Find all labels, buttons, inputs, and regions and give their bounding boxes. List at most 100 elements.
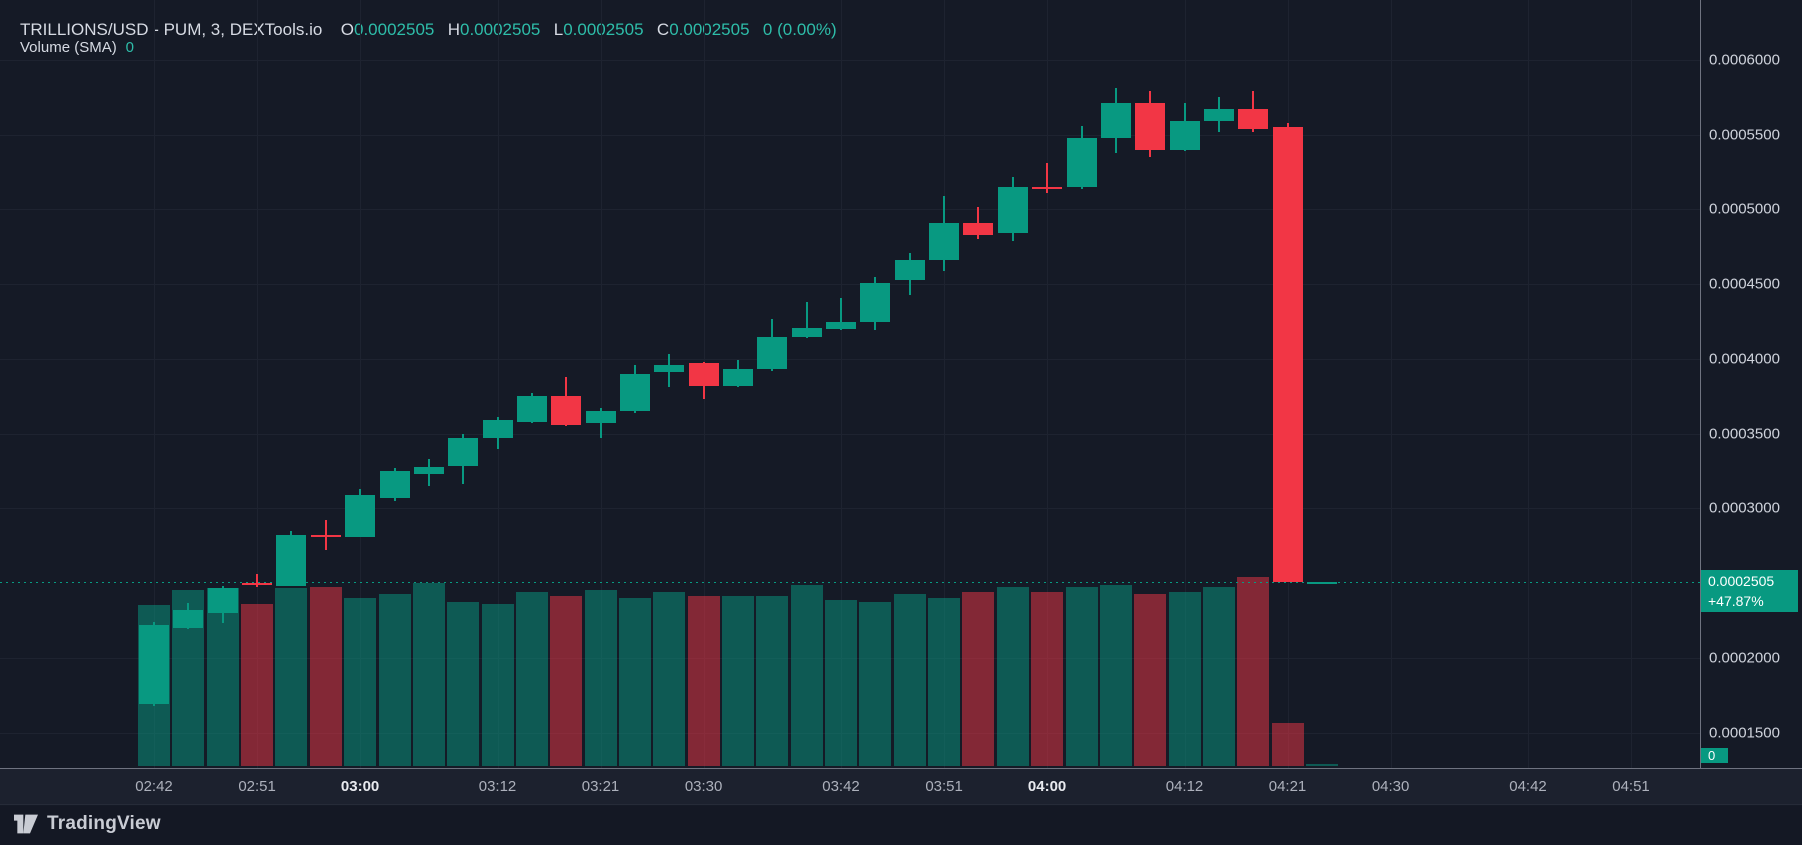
volume-bar [412,582,445,766]
candle-03:00 [345,494,376,537]
time-axis[interactable]: 02:42 02:51 03:00 03:12 03:21 03:30 03:42 03:51… [0,768,1802,805]
candle-03:21 [585,411,616,424]
change-value: 0 (0.00%) [762,20,837,39]
time-axis-label: 02:51 [238,778,276,795]
candle-02:54 [276,535,307,586]
candle-03:06 [413,466,444,474]
volume-bar [515,592,548,766]
volume-bar [859,601,892,766]
volume-bar [962,592,995,766]
volume-bar [1305,764,1338,766]
volume-bar [928,597,961,766]
time-axis-label: 04:00 [1027,778,1067,795]
candle-04:21 [1272,127,1303,583]
volume-bar [1237,577,1270,766]
candle-03:39 [791,327,822,337]
volume-bar [344,597,377,766]
time-axis-label: 03:21 [581,778,620,795]
candle-02:51 [242,583,273,585]
candle-wick [256,574,259,588]
vertical-gridline [1047,0,1049,768]
volume-bar [1031,592,1064,766]
volume-bar [722,595,754,766]
vertical-gridline [600,0,602,768]
candle-04:12 [1169,121,1200,150]
ohlc-low-label: L [553,20,564,39]
volume-label: Volume (SMA) [20,39,117,56]
volume-bar [1099,584,1132,766]
volume-bar [756,595,789,766]
tradingview-logo[interactable]: TradingView [14,813,161,835]
volume-bar [275,588,308,766]
volume-bar [1168,592,1201,766]
time-axis-label: 02:42 [135,778,173,795]
volume-bar [309,586,342,766]
horizontal-gridline [0,508,1700,510]
volume-bar [584,590,617,766]
price-axis-label: 0.0005500 [1709,126,1780,144]
candle-03:36 [757,336,788,370]
ohlc-close-value: 0.0002505 [669,20,750,39]
candle-04:24 [1306,582,1337,585]
vertical-gridline [1184,0,1186,768]
symbol-legend: TRILLIONS/USD - PUM, 3, DEXTools.io O0.0… [20,20,837,41]
vertical-gridline [360,0,362,768]
vertical-gridline [1631,0,1632,768]
horizontal-gridline [0,209,1700,211]
volume-bar [550,595,583,766]
badge-change: +47.87% [1708,593,1764,610]
price-axis[interactable]: 0.0006000 0.0005500 0.0005000 0.0004500 0.00… [1700,0,1802,768]
volume-bar [1271,722,1304,766]
price-axis-label: 0.0004500 [1709,275,1780,293]
vertical-gridline [1390,0,1392,768]
candle-03:15 [516,396,547,422]
price-axis-label: 0.0006000 [1709,51,1780,69]
volume-bar [893,594,926,766]
horizontal-gridline [0,433,1700,435]
candle-02:57 [310,535,341,538]
volume-bar [1065,586,1098,766]
candle-03:18 [551,396,582,425]
volume-bar [790,584,823,766]
volume-badge: 0 [1701,748,1728,763]
time-axis-label: 03:30 [684,778,723,795]
time-axis-label: 03:42 [822,778,860,795]
price-axis-label: 0.0004000 [1709,350,1780,368]
candle-04:15 [1203,109,1234,122]
horizontal-gridline [0,60,1700,61]
current-price-line [0,582,1700,584]
horizontal-gridline [0,134,1700,136]
vertical-gridline [154,0,155,768]
volume-bar [447,601,480,766]
ohlc-high-label: H [447,20,460,39]
volume-bar [1134,594,1167,766]
volume-bar [825,599,857,766]
candle-03:33 [723,369,753,386]
volume-bar [996,586,1029,766]
ohlc-high-value: 0.0002505 [460,20,541,39]
candle-03:45 [860,282,891,322]
time-axis-label: 04:51 [1612,778,1650,795]
candle-03:24 [619,373,650,412]
vertical-gridline [257,0,259,768]
price-chart-pane[interactable]: TRILLIONS/USD - PUM, 3, DEXTools.io O0.0… [0,0,1700,768]
ohlc-open-value: 0.0002505 [354,20,435,39]
candle-wick [1046,163,1049,193]
ohlc-close-label: C [656,20,670,39]
candle-03:57 [997,187,1028,234]
candle-wick [805,302,808,338]
time-axis-label: 04:21 [1268,778,1307,795]
time-axis-label: 03:12 [478,778,517,795]
candle-04:00 [1032,187,1063,189]
candle-03:27 [654,364,685,373]
volume-value: 0 [125,39,134,56]
volume-bar [481,603,514,766]
volume-bar [378,594,411,766]
candle-04:06 [1100,103,1131,138]
candle-03:09 [448,438,479,467]
badge-price: 0.0002505 [1708,573,1775,590]
price-axis-label: 0.0003500 [1709,425,1780,443]
candle-wick [840,297,842,331]
candle-03:48 [894,260,925,280]
